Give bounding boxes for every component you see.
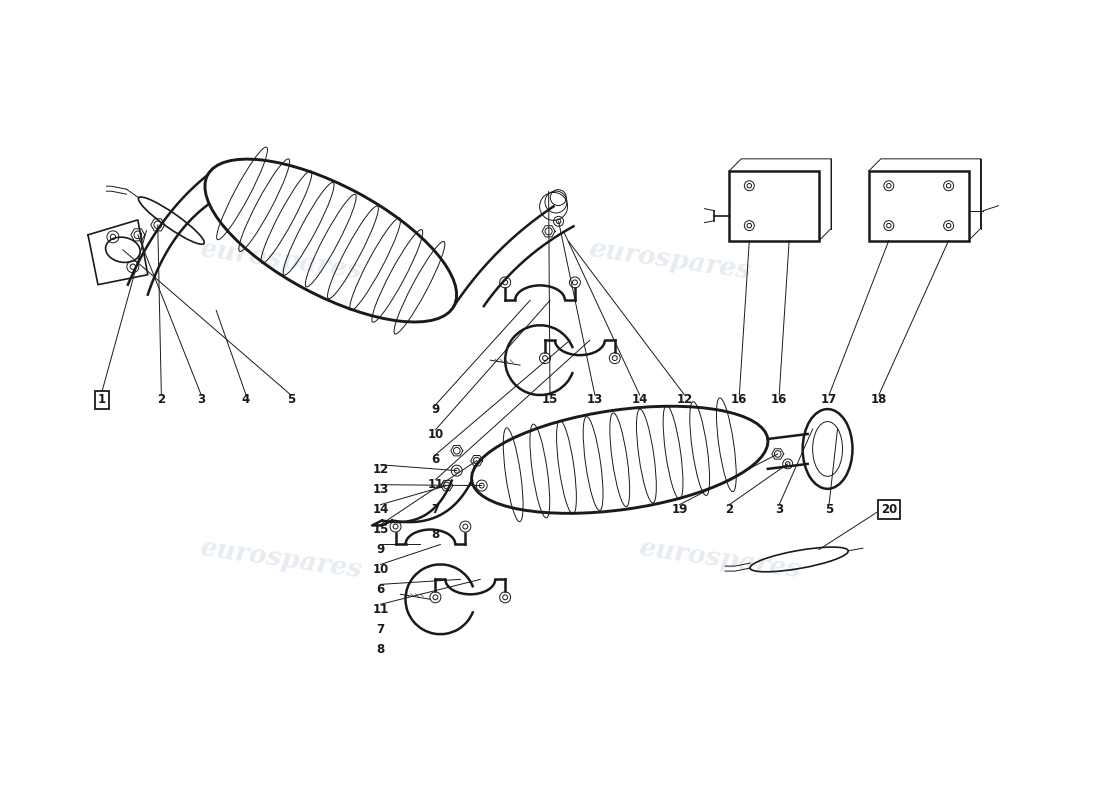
Text: 7: 7 [376, 622, 385, 636]
Text: 2: 2 [157, 394, 165, 406]
Text: 15: 15 [373, 523, 388, 536]
Text: 2: 2 [725, 503, 734, 516]
Text: 12: 12 [676, 394, 693, 406]
Text: 12: 12 [373, 463, 388, 476]
Text: 16: 16 [732, 394, 748, 406]
Text: 14: 14 [373, 503, 388, 516]
Text: eurospares: eurospares [198, 536, 364, 583]
Text: eurospares: eurospares [198, 237, 364, 284]
Text: 17: 17 [821, 394, 837, 406]
Text: 5: 5 [825, 503, 833, 516]
Text: 11: 11 [427, 478, 443, 491]
Text: 7: 7 [431, 503, 440, 516]
Text: eurospares: eurospares [637, 536, 802, 583]
Text: 5: 5 [287, 394, 295, 406]
Text: 4: 4 [242, 394, 250, 406]
Text: eurospares: eurospares [587, 237, 752, 284]
Text: 9: 9 [376, 543, 385, 556]
Text: 10: 10 [427, 428, 443, 442]
Bar [869, 170, 968, 241]
Text: 6: 6 [376, 583, 385, 596]
Text: 19: 19 [671, 503, 688, 516]
Text: 13: 13 [586, 394, 603, 406]
Text: 14: 14 [631, 394, 648, 406]
Text: 6: 6 [431, 454, 440, 466]
Text: 15: 15 [542, 394, 558, 406]
Text: 3: 3 [197, 394, 206, 406]
Text: 1: 1 [98, 394, 106, 406]
Text: 9: 9 [431, 403, 440, 417]
Text: 3: 3 [776, 503, 783, 516]
Text: 20: 20 [881, 503, 896, 516]
Text: 13: 13 [373, 483, 388, 496]
Text: 18: 18 [871, 394, 887, 406]
Bar [729, 170, 820, 241]
Text: 10: 10 [373, 563, 388, 576]
Text: 8: 8 [376, 642, 385, 656]
Text: 16: 16 [771, 394, 788, 406]
Text: 8: 8 [431, 528, 440, 541]
Text: 11: 11 [373, 602, 388, 616]
